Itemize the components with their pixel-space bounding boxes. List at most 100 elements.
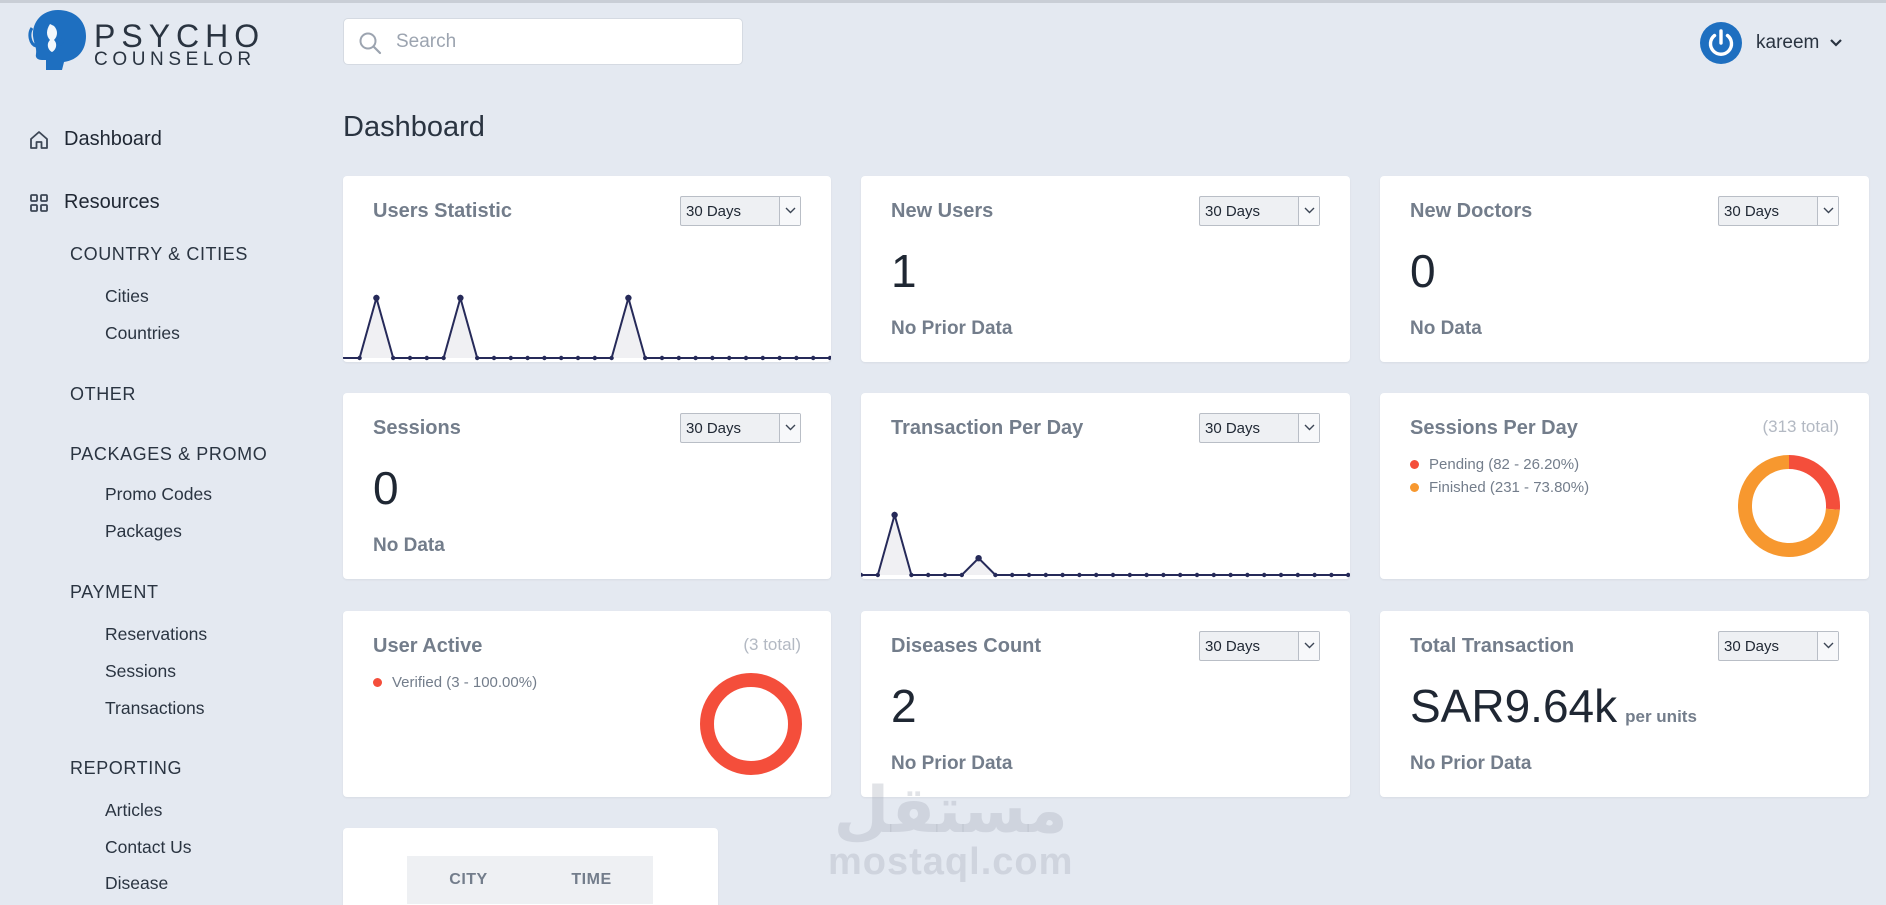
card-title: Sessions [373, 417, 461, 439]
sidebar-item-countries[interactable]: Countries [105, 323, 180, 343]
logo-text-primary: PSYCHO [94, 18, 266, 54]
range-select-toggle[interactable] [1298, 197, 1319, 225]
metric-value: 1 [891, 245, 917, 297]
data-point [811, 355, 816, 361]
legend-swatch [1410, 483, 1419, 492]
data-point [693, 355, 698, 361]
range-select-toggle[interactable] [1817, 632, 1838, 660]
legend-label: Verified (3 - 100.00%) [392, 674, 538, 691]
sidebar-item-reservations[interactable]: Reservations [105, 624, 208, 644]
data-point [407, 355, 413, 361]
data-point [777, 355, 782, 361]
search-box[interactable] [343, 18, 743, 65]
metric-note: No Data [1410, 318, 1482, 339]
range-select[interactable]: 30 Days [680, 196, 801, 226]
card-title: New Users [891, 200, 994, 222]
table-header-city[interactable]: CITY [449, 871, 488, 888]
sidebar-item-disease[interactable]: Disease [105, 873, 169, 893]
data-point [875, 572, 880, 578]
range-select-toggle[interactable] [779, 197, 800, 225]
range-select[interactable]: 30 Days [1199, 631, 1320, 661]
data-point [975, 555, 982, 562]
table-header-row: CITY TIME [407, 856, 653, 904]
data-point [743, 355, 749, 361]
chart-legend: Pending (82 - 26.20%) Finished (231 - 73… [1410, 453, 1589, 499]
home-icon [30, 130, 48, 149]
data-point [1262, 572, 1267, 578]
range-select-toggle[interactable] [1298, 414, 1319, 442]
chevron-down-icon [1304, 424, 1315, 431]
data-point [424, 355, 429, 361]
data-point [1094, 572, 1099, 578]
data-point [1026, 572, 1032, 578]
metric-note: No Prior Data [891, 318, 1013, 339]
data-point [457, 294, 464, 302]
sidebar-section-reporting[interactable]: REPORTING [70, 758, 183, 778]
sidebar-item-packages[interactable]: Packages [105, 521, 182, 541]
data-point [1110, 572, 1116, 578]
data-point [760, 355, 765, 361]
card-title: New Doctors [1410, 200, 1533, 222]
series-line [343, 294, 831, 359]
range-select-toggle[interactable] [1298, 632, 1319, 660]
logo-text-secondary: COUNSELOR [94, 49, 256, 70]
range-select-value: 30 Days [686, 203, 742, 220]
data-point [609, 355, 614, 361]
range-select-value: 30 Days [1724, 203, 1780, 220]
data-point [391, 355, 396, 361]
sidebar-item-transactions[interactable]: Transactions [105, 698, 205, 718]
sidebar-item-resources[interactable]: Resources [28, 191, 160, 214]
data-point [542, 355, 547, 361]
sidebar-item-cities[interactable]: Cities [105, 286, 149, 306]
legend-swatch [1410, 460, 1419, 469]
data-point [1043, 572, 1048, 578]
metric-note: No Data [373, 535, 445, 556]
chart-legend: Verified (3 - 100.00%) [373, 671, 537, 694]
data-point [1194, 572, 1200, 578]
range-select[interactable]: 30 Days [1718, 196, 1839, 226]
chart-area [861, 515, 1350, 575]
sidebar-item-contact-us[interactable]: Contact Us [105, 837, 192, 857]
sidebar-item-promo-codes[interactable]: Promo Codes [105, 484, 212, 504]
data-point [475, 355, 480, 361]
new-doctors-card: New Doctors 30 Days 0 No Data [1380, 176, 1869, 362]
sidebar-section-country-cities[interactable]: COUNTRY & CITIES [70, 244, 248, 264]
user-active-donut [700, 673, 802, 775]
data-point [559, 355, 564, 361]
chevron-down-icon[interactable] [1829, 38, 1843, 48]
avatar[interactable] [1700, 22, 1742, 64]
data-point [491, 355, 497, 361]
data-point [625, 294, 632, 302]
user-menu[interactable]: kareem [1700, 21, 1843, 65]
legend-item: Finished (231 - 73.80%) [1410, 476, 1589, 499]
table-header-time[interactable]: TIME [571, 871, 612, 888]
app-logo[interactable]: PSYCHO COUNSELOR [28, 6, 259, 78]
sidebar-section-payment[interactable]: PAYMENT [70, 582, 159, 602]
sidebar-item-sessions[interactable]: Sessions [105, 661, 177, 681]
logo-head-icon [28, 10, 86, 70]
data-point [710, 355, 715, 361]
range-select[interactable]: 30 Days [680, 413, 801, 443]
search-input[interactable] [396, 25, 726, 59]
range-select-toggle[interactable] [779, 414, 800, 442]
range-select[interactable]: 30 Days [1199, 413, 1320, 443]
range-select[interactable]: 30 Days [1718, 631, 1839, 661]
sessions-per-day-donut [1738, 455, 1840, 557]
data-point [1144, 572, 1149, 578]
data-point [942, 572, 948, 578]
chevron-down-icon [785, 207, 796, 214]
sidebar-item-dashboard[interactable]: Dashboard [28, 128, 162, 151]
sidebar-item-articles[interactable]: Articles [105, 800, 163, 820]
donut-slice [1788, 455, 1840, 510]
range-select-toggle[interactable] [1817, 197, 1838, 225]
city-time-table-card: CITY TIME [343, 828, 718, 905]
card-title: User Active [373, 635, 483, 657]
series-line [861, 511, 1350, 576]
data-point [909, 572, 914, 578]
sidebar-section-other[interactable]: OTHER [70, 384, 136, 404]
sidebar-section-packages-promo[interactable]: PACKAGES & PROMO [70, 444, 268, 464]
card-title: Transaction Per Day [891, 417, 1084, 439]
metric-value: SAR9.64k per units [1410, 679, 1697, 733]
data-point [827, 355, 831, 361]
range-select[interactable]: 30 Days [1199, 196, 1320, 226]
